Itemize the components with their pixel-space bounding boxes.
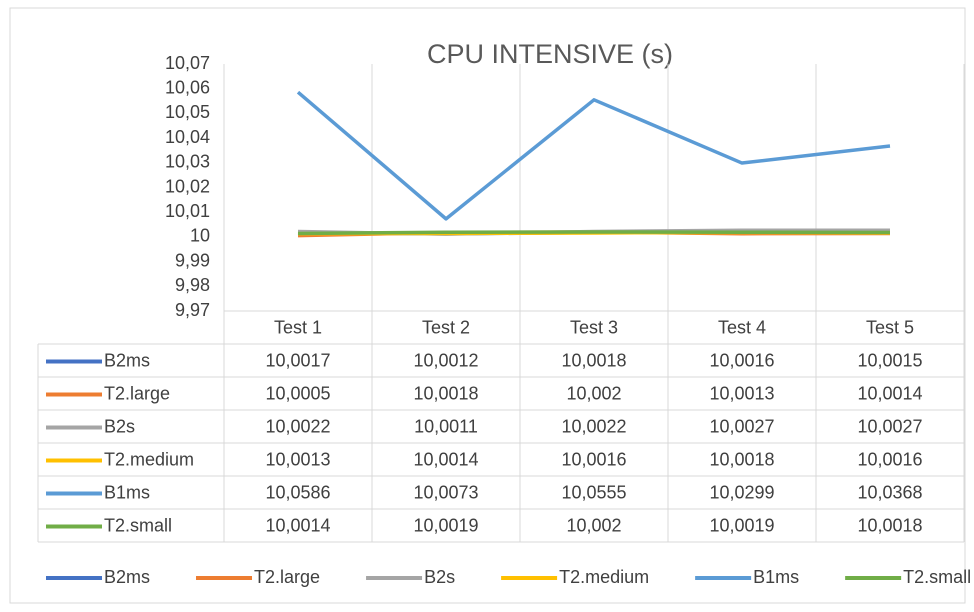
table-value: 10,0019 xyxy=(709,515,774,535)
series-line xyxy=(296,90,891,221)
table-value: 10,0073 xyxy=(413,482,478,502)
table-value: 10,0017 xyxy=(265,350,330,370)
chart-title: CPU INTENSIVE (s) xyxy=(427,39,673,69)
table-value: 10,0019 xyxy=(413,515,478,535)
table-value: 10,0555 xyxy=(561,482,626,502)
table-value: 10,0014 xyxy=(413,449,478,469)
table-header: Test 3 xyxy=(570,317,618,337)
table-value: 10,0016 xyxy=(709,350,774,370)
table-value: 10,0018 xyxy=(857,515,922,535)
series-line xyxy=(297,230,891,236)
table-value: 10,0016 xyxy=(561,449,626,469)
table-header: Test 1 xyxy=(274,317,322,337)
table-value: 10,0015 xyxy=(857,350,922,370)
table-value: 10,0022 xyxy=(265,416,330,436)
table-header: Test 2 xyxy=(422,317,470,337)
table-value: 10,0299 xyxy=(709,482,774,502)
y-tick-label: 10,02 xyxy=(165,176,210,196)
table-value: 10,0018 xyxy=(413,383,478,403)
legend-label: T2.medium xyxy=(559,567,649,587)
table-value: 10,0013 xyxy=(265,449,330,469)
y-tick-label: 10,05 xyxy=(165,102,210,122)
row-label: B1ms xyxy=(104,482,150,502)
legend-label: B2ms xyxy=(104,567,150,587)
table-value: 10,0027 xyxy=(709,416,774,436)
row-label: B2ms xyxy=(104,350,150,370)
y-tick-label: 9,97 xyxy=(175,300,210,320)
y-tick-label: 9,99 xyxy=(175,250,210,270)
chart-border xyxy=(9,7,966,604)
y-tick-label: 10,03 xyxy=(165,152,210,172)
table-header: Test 4 xyxy=(718,317,766,337)
table-header: Test 5 xyxy=(866,317,914,337)
row-label: B2s xyxy=(104,416,135,436)
y-tick-label: 10,01 xyxy=(165,201,210,221)
table-value: 10,002 xyxy=(566,383,621,403)
table-value: 10,0018 xyxy=(709,449,774,469)
table-value: 10,0016 xyxy=(857,449,922,469)
table-value: 10,0368 xyxy=(857,482,922,502)
table-value: 10,0012 xyxy=(413,350,478,370)
y-tick-label: 10 xyxy=(190,226,210,246)
table-value: 10,0018 xyxy=(561,350,626,370)
table-value: 10,0022 xyxy=(561,416,626,436)
y-tick-label: 9,98 xyxy=(175,275,210,295)
row-label: T2.medium xyxy=(104,449,194,469)
legend-label: B1ms xyxy=(753,567,799,587)
legend-label: T2.large xyxy=(254,567,320,587)
row-label: T2.small xyxy=(104,515,172,535)
table-value: 10,0011 xyxy=(414,416,478,436)
y-tick-label: 10,04 xyxy=(165,127,210,147)
table-value: 10,0014 xyxy=(857,383,922,403)
table-value: 10,0014 xyxy=(265,515,330,535)
table-value: 10,0005 xyxy=(265,383,330,403)
row-label: T2.large xyxy=(104,383,170,403)
table-value: 10,0027 xyxy=(857,416,922,436)
y-tick-label: 10,06 xyxy=(165,77,210,97)
legend-label: T2.small xyxy=(903,567,971,587)
table-value: 10,002 xyxy=(566,515,621,535)
legend-label: B2s xyxy=(424,567,455,587)
table-value: 10,0586 xyxy=(265,482,330,502)
table-value: 10,0013 xyxy=(709,383,774,403)
y-tick-label: 10,07 xyxy=(165,53,210,73)
